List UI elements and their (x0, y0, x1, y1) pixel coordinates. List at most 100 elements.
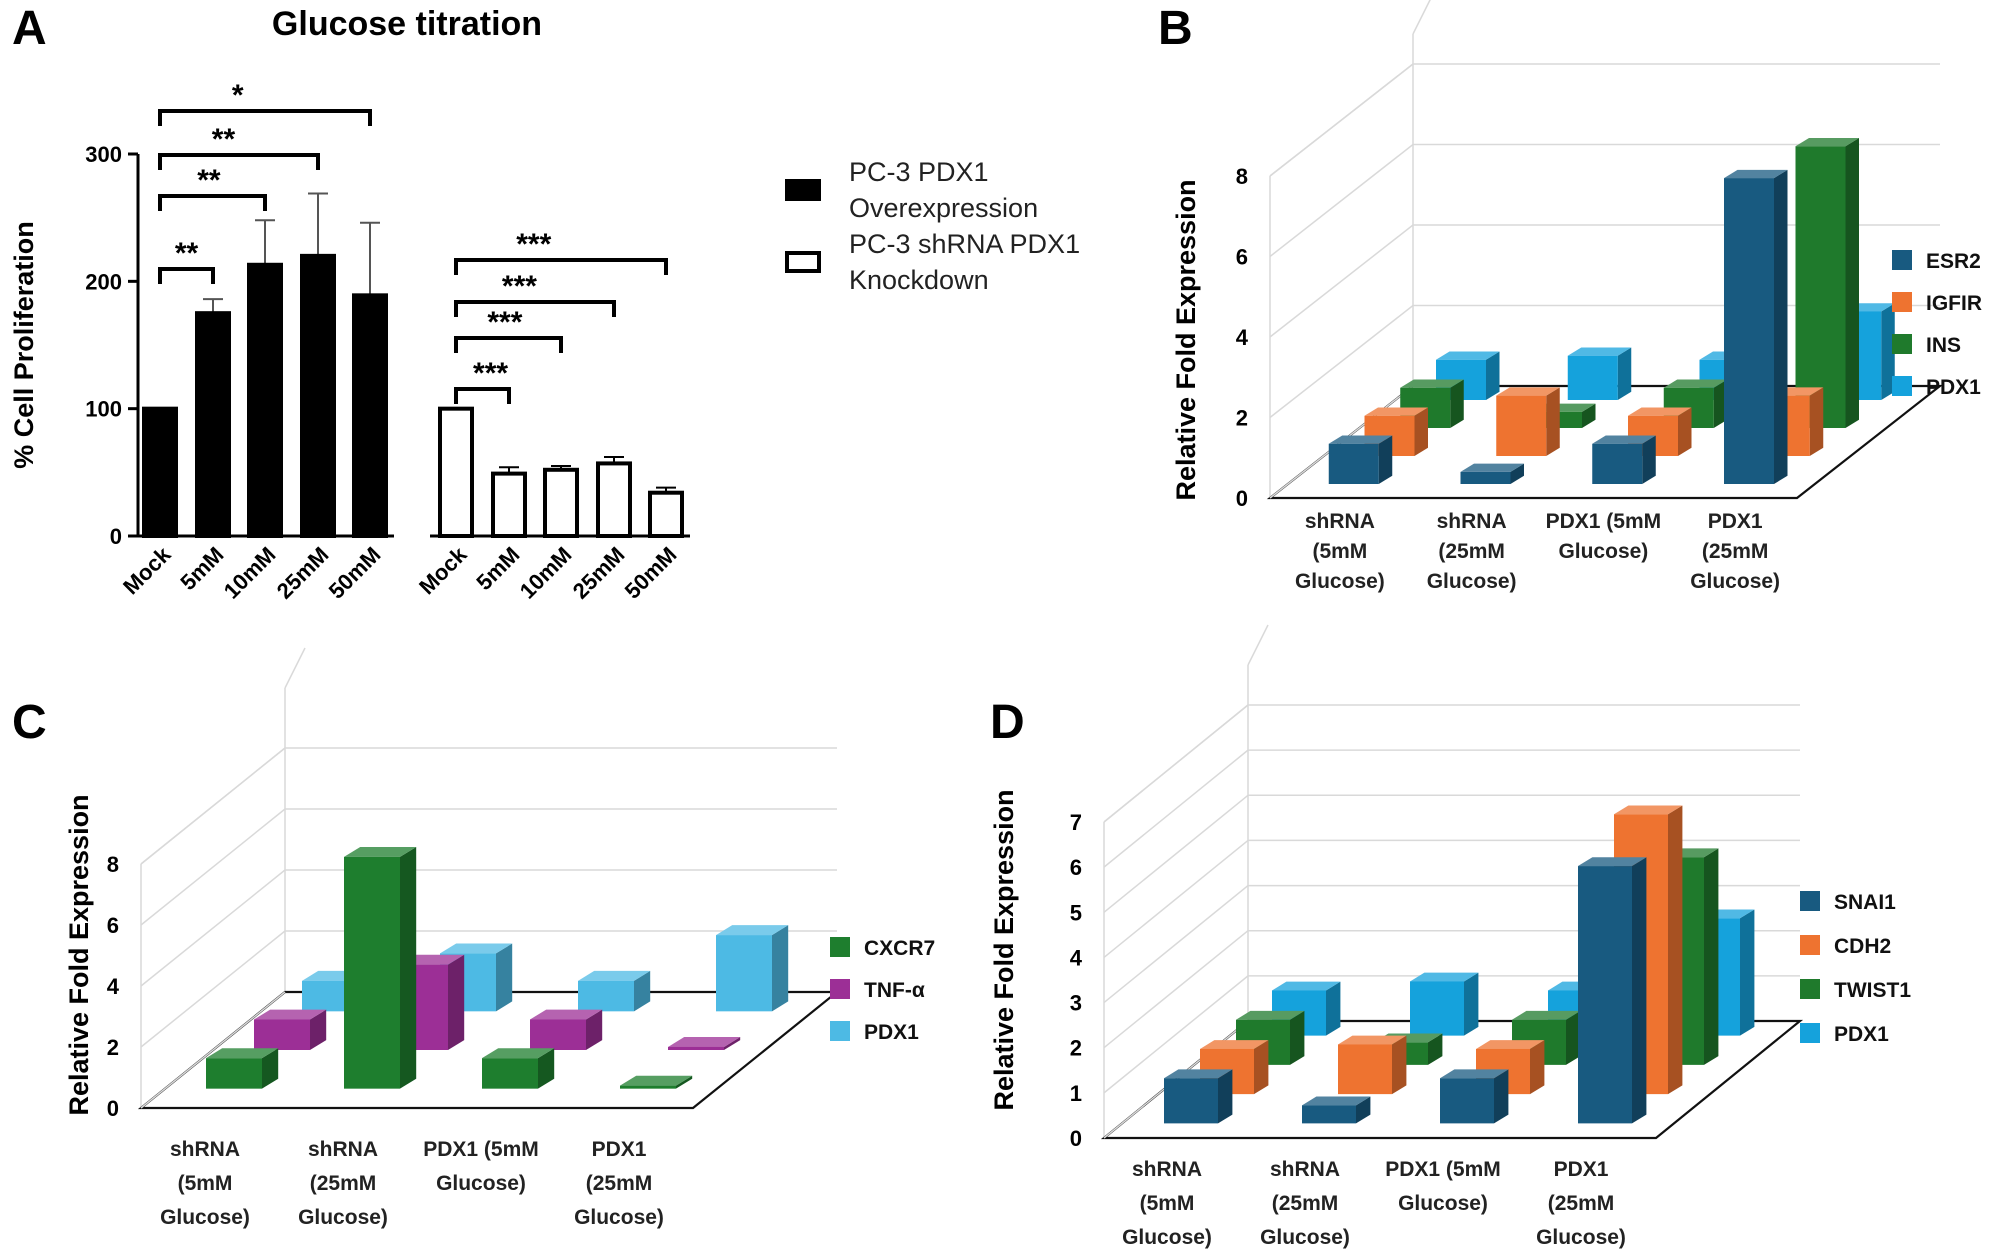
significance-label: ** (212, 123, 236, 156)
x-tick-label: 10mM (219, 542, 281, 604)
side-gridline (140, 930, 286, 1048)
panel-label-d: D (990, 696, 1025, 749)
wall-top-edge (1269, 63, 1414, 177)
legend-swatch (830, 1021, 850, 1041)
bar-side (1530, 1040, 1545, 1095)
bar-top (1400, 379, 1464, 388)
significance-bracket (454, 258, 668, 275)
bar (1164, 1078, 1218, 1124)
bar (142, 406, 178, 538)
y-tick-label: 6 (107, 913, 119, 938)
bar-top (1614, 805, 1683, 815)
significance-label: *** (516, 228, 551, 261)
x-tick-label: PDX1 (5mM (1385, 1158, 1501, 1181)
bar (206, 1058, 262, 1089)
bar-side (1740, 909, 1755, 1036)
bar-top (620, 1075, 693, 1086)
side-gridline (1269, 143, 1414, 258)
x-tick-label: (25mM (1702, 540, 1769, 563)
y-tick-label: 2 (1070, 1036, 1082, 1061)
legend-label: PDX1 (864, 1021, 919, 1044)
bar-top (1302, 1096, 1371, 1106)
x-tick-label: (25mM (1272, 1192, 1339, 1215)
side-gridline (1103, 930, 1249, 1049)
side-gridline (140, 869, 286, 987)
significance-label: *** (473, 357, 508, 390)
x-tick-label: (5mM (1312, 540, 1367, 563)
bar-top (1236, 1010, 1305, 1020)
bar-top (1338, 1035, 1407, 1045)
bar-side (1486, 351, 1500, 400)
bar-side (1774, 169, 1788, 484)
bar (300, 253, 336, 538)
x-tick-label: (25mM (310, 1172, 377, 1195)
legend-label: PDX1 (1926, 376, 1981, 399)
bar-side (1566, 1010, 1581, 1065)
wall-top-extension (284, 647, 306, 689)
bar-side (1510, 463, 1524, 484)
bar (1328, 443, 1379, 484)
x-tick-label: shRNA (1270, 1158, 1340, 1181)
x-tick-label: PDX1 (5mM (423, 1138, 539, 1161)
bar-top (1272, 981, 1341, 991)
x-tick-label: Mock (118, 541, 176, 599)
x-tick-label: (5mM (178, 1172, 233, 1195)
y-tick-label: 0 (110, 524, 122, 549)
bar-side (496, 943, 513, 1012)
x-tick-label: Glucose) (1122, 1226, 1212, 1249)
bar-side (1809, 387, 1824, 456)
legend-swatch (785, 179, 821, 201)
significance-bracket (454, 336, 563, 353)
legend-label: PDX1 (1834, 1023, 1889, 1046)
bar (491, 471, 527, 538)
significance-label: *** (487, 306, 522, 339)
panel-c-3d-bar-chart: 0 2 4 6 8 shRNA (5mM Glucose) shRNA (25mM Glucose)… (64, 647, 935, 1229)
chart-title: Glucose titration (272, 5, 542, 43)
legend-label: PC-3 shRNA PDX1 (849, 229, 1080, 259)
legend-swatch (1892, 334, 1912, 354)
bar-top (1795, 138, 1859, 147)
x-tick-label: 10mM (515, 542, 577, 604)
bar-top (1567, 347, 1632, 356)
legend-label: Knockdown (849, 265, 989, 295)
y-tick-label: 7 (1070, 810, 1082, 835)
wall-top-extension (1412, 0, 1431, 35)
bar-side (538, 1048, 555, 1089)
legend-swatch (1800, 935, 1820, 955)
bar-top (1663, 379, 1728, 388)
y-tick-label: 200 (85, 269, 122, 294)
y-tick-label: 6 (1070, 855, 1082, 880)
bar (352, 293, 388, 538)
bar (1338, 1044, 1392, 1095)
x-tick-label: Glucose) (1295, 570, 1385, 593)
legend-label: Overexpression (849, 193, 1038, 223)
bar-top (1164, 1069, 1233, 1079)
panel-label-c: C (12, 696, 47, 749)
bar-top (440, 943, 513, 954)
side-gridline (1103, 749, 1249, 868)
bar (195, 311, 231, 538)
x-tick-label: shRNA (1437, 510, 1507, 533)
bar (1460, 471, 1511, 484)
x-tick-label: Mock (414, 541, 472, 599)
significance-bracket (454, 387, 511, 404)
x-tick-label: shRNA (308, 1138, 378, 1161)
x-tick-label: (25mM (1548, 1192, 1615, 1215)
x-tick-label: Glucose) (1690, 570, 1780, 593)
y-tick-label: 4 (107, 974, 120, 999)
bar-top (1440, 1069, 1509, 1079)
significance-bracket (158, 109, 372, 126)
x-tick-label: shRNA (1305, 510, 1375, 533)
bar-side (1704, 848, 1719, 1065)
y-tick-label: 2 (107, 1035, 119, 1060)
bar-top (1364, 407, 1428, 416)
bar-side (310, 1009, 327, 1050)
legend-swatch (1892, 376, 1912, 396)
side-gridline (1103, 839, 1249, 959)
bar-top (716, 925, 789, 936)
bar-side (634, 970, 651, 1012)
side-gridline (1269, 304, 1414, 419)
bar-side (1678, 407, 1692, 456)
bar (578, 980, 634, 1012)
